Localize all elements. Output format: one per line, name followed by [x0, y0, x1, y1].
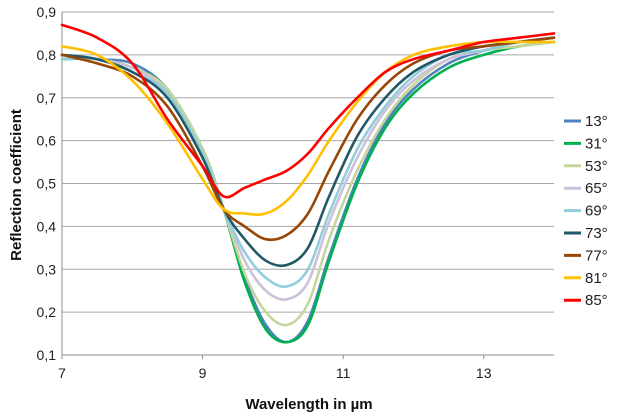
- y-tick-label: 0,9: [37, 4, 57, 20]
- y-tick-label: 0,1: [37, 347, 57, 363]
- x-axis-title: Wavelength in µm: [245, 396, 372, 413]
- legend-label: 13°: [585, 113, 608, 130]
- x-tick-label: 7: [58, 365, 66, 381]
- tick-labels: 0,1 0,2 0,3 0,4 0,5 0,6 0,7 0,8 0,9 7 9 11 13: [37, 4, 492, 381]
- x-tick-label: 9: [199, 365, 207, 381]
- legend-label: 31°: [585, 135, 608, 152]
- legend-label: 77°: [585, 247, 608, 264]
- series-line-81deg: [60, 40, 556, 216]
- x-tick-label: 13: [476, 365, 492, 381]
- legend: 13° 31° 53° 65° 69° 73° 77° 81° 85°: [564, 113, 608, 309]
- series-line-31deg: [60, 40, 556, 344]
- y-tick-label: 0,7: [37, 90, 57, 106]
- y-tick-label: 0,4: [37, 218, 57, 234]
- gridlines: [62, 11, 554, 313]
- y-axis-title: Reflection coefficient: [8, 109, 25, 261]
- legend-label: 73°: [585, 225, 608, 242]
- y-tick-label: 0,6: [37, 133, 57, 149]
- y-tick-label: 0,8: [37, 47, 57, 63]
- series-line-73deg: [60, 36, 556, 268]
- axes: [61, 12, 554, 359]
- legend-label: 65°: [585, 180, 608, 197]
- legend-label: 85°: [585, 292, 608, 309]
- legend-label: 81°: [585, 270, 608, 287]
- y-tick-label: 0,3: [37, 261, 57, 277]
- legend-label: 69°: [585, 203, 608, 220]
- series-line-85deg: [60, 23, 556, 199]
- legend-label: 53°: [585, 158, 608, 175]
- y-tick-label: 0,5: [37, 176, 57, 192]
- y-tick-label: 0,2: [37, 304, 57, 320]
- x-tick-label: 11: [336, 365, 351, 381]
- series-lines: [60, 23, 556, 344]
